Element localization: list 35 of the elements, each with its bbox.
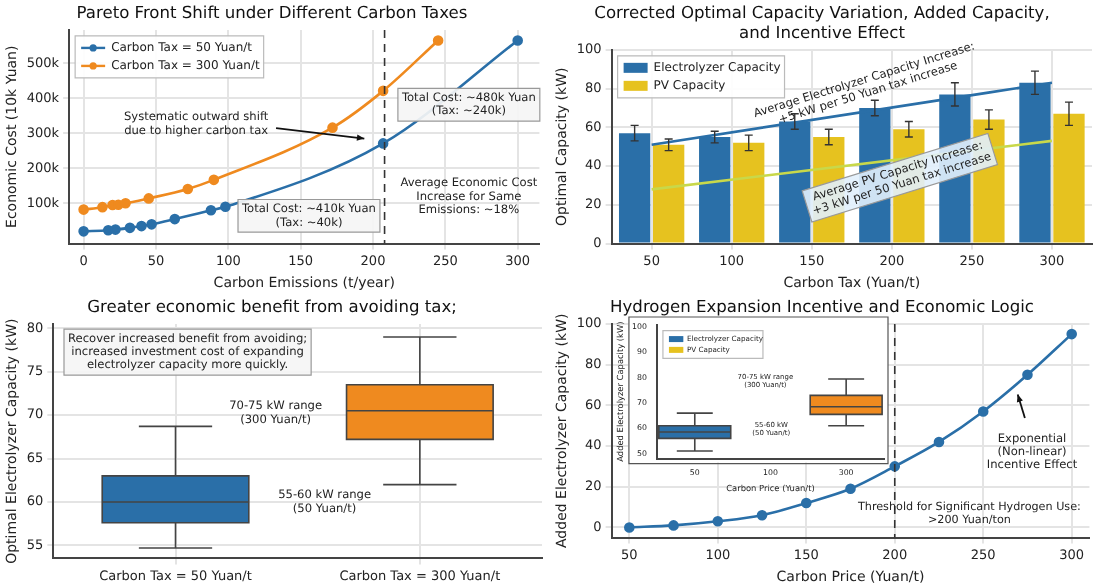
point: [169, 213, 181, 225]
point: [205, 205, 217, 216]
point: [327, 122, 338, 133]
chart-title: Corrected Optimal Capacity Variation, Added Capacity, and Incentive Effect: [594, 2, 1050, 43]
bar: [733, 142, 765, 243]
point: [512, 35, 523, 46]
chart-title: Greater economic benefit from avoiding tax;: [87, 296, 457, 317]
chart-title: Hydrogen Expansion Incentive and Economic Logic: [610, 296, 1035, 317]
point: [624, 522, 635, 533]
point: [377, 138, 389, 149]
point: [78, 204, 89, 215]
point: [1066, 328, 1077, 340]
point: [182, 183, 194, 195]
point: [1022, 369, 1033, 381]
point: [432, 35, 444, 46]
point: [800, 497, 812, 509]
point: [120, 198, 131, 209]
point: [977, 406, 989, 417]
point: [668, 520, 679, 531]
point: [933, 436, 945, 448]
point: [712, 516, 724, 527]
bar: [653, 144, 685, 243]
bar: [1053, 113, 1085, 243]
point: [143, 193, 155, 204]
chart-title: Pareto Front Shift under Different Carbon Taxes: [76, 2, 468, 23]
point: [78, 226, 89, 237]
point: [845, 483, 856, 495]
point: [220, 201, 231, 213]
point: [124, 222, 136, 234]
point: [97, 201, 108, 213]
point: [136, 220, 147, 232]
point: [208, 174, 220, 186]
point: [756, 509, 768, 521]
point: [146, 219, 157, 230]
point: [110, 224, 121, 235]
